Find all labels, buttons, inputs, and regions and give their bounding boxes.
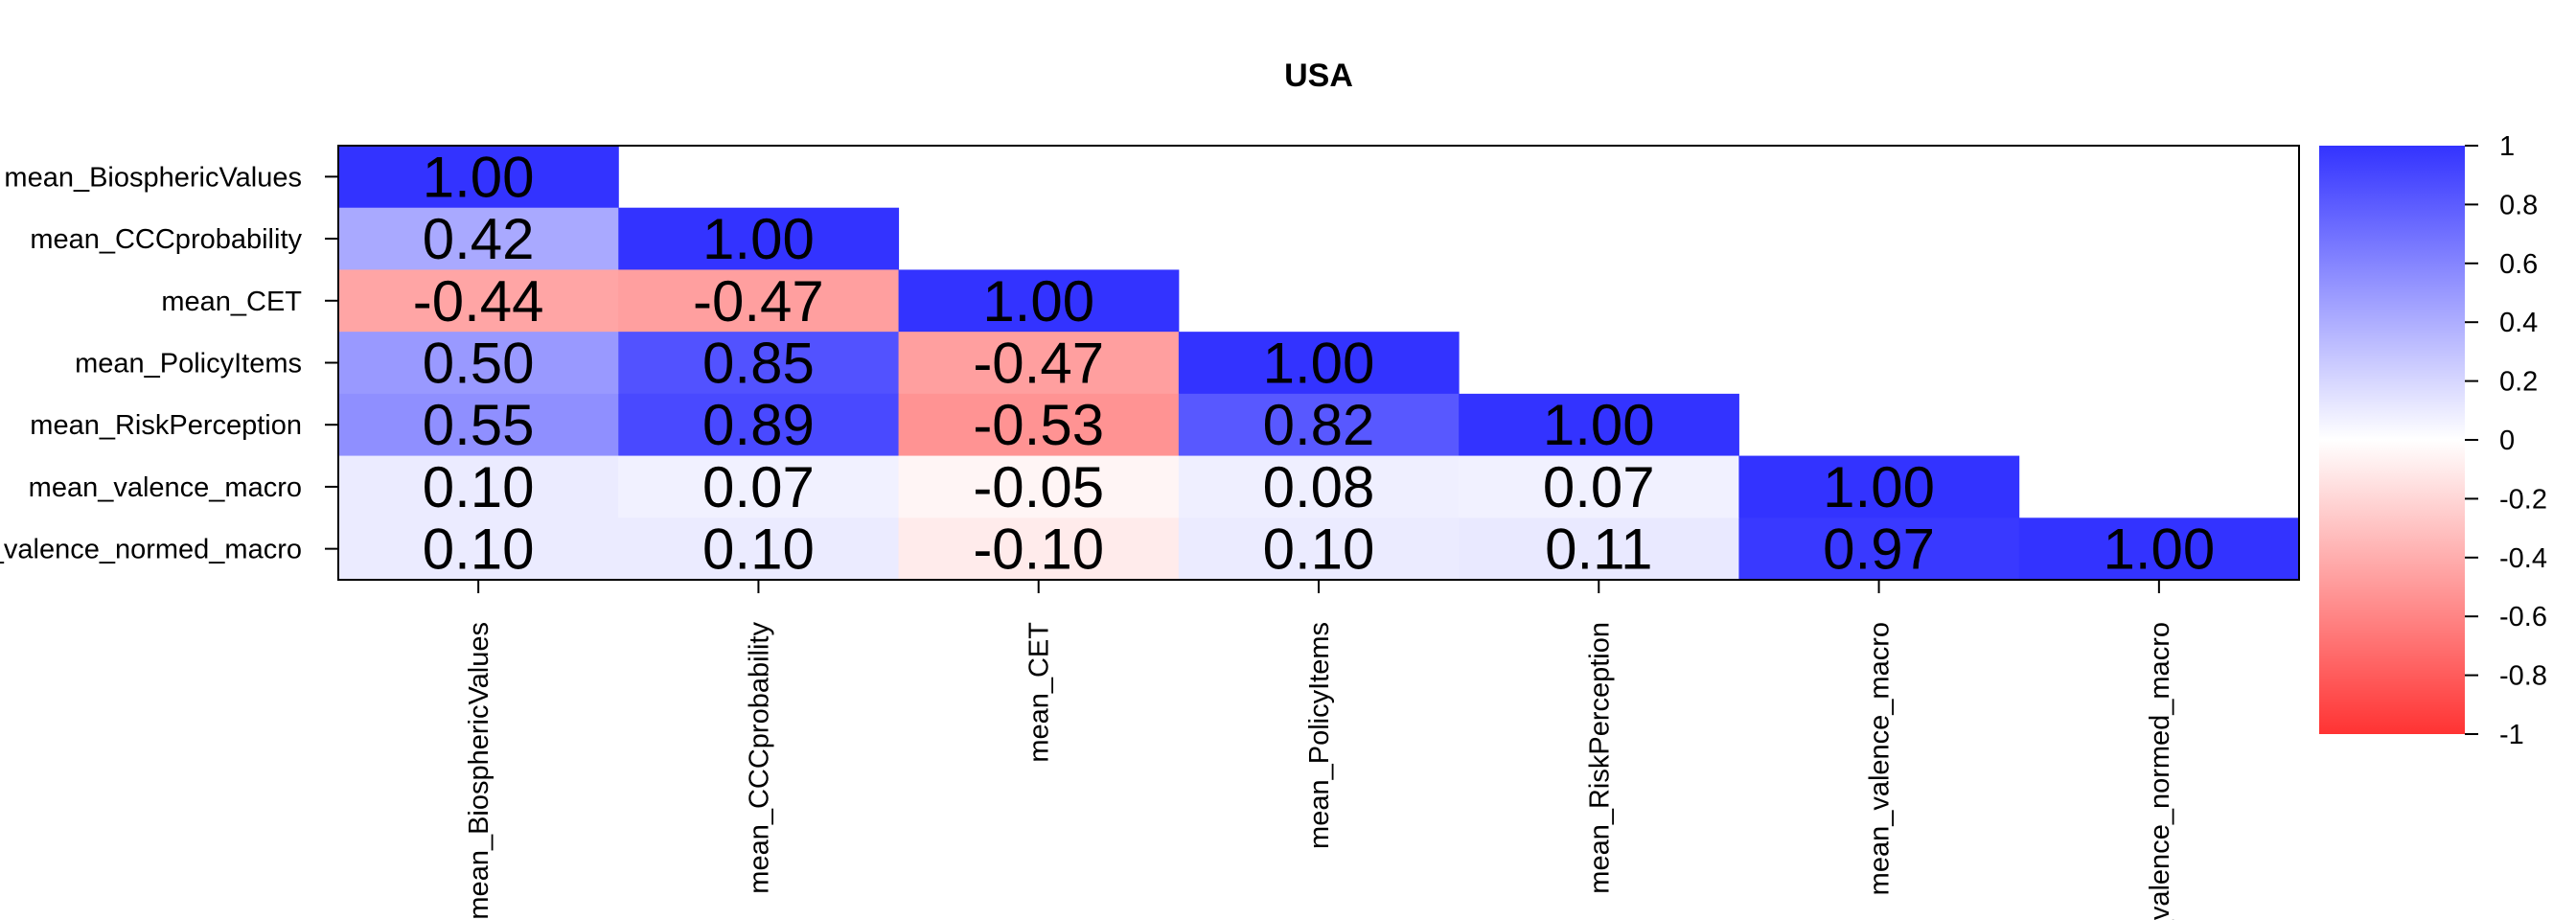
cell-value-label: 1.00 — [1263, 332, 1375, 396]
row-label: mean_PolicyItems — [75, 349, 302, 380]
heatmap-cell — [1738, 518, 2020, 581]
cell-value-label: -0.10 — [973, 518, 1104, 582]
cell-value-label: -0.53 — [973, 393, 1104, 457]
cell-value-label: 1.00 — [702, 207, 815, 271]
cell-value-label: 0.08 — [1263, 455, 1375, 519]
row-label: mean_valence_normed_macro — [0, 535, 302, 565]
heatmap-cell — [1459, 518, 1739, 581]
legend-tick-label: 0.6 — [2499, 249, 2538, 280]
legend-tick-label: -0.4 — [2499, 543, 2547, 574]
heatmap-cell — [1178, 455, 1460, 518]
heatmap-cell — [1738, 455, 2020, 518]
legend-tick-label: -1 — [2499, 720, 2524, 750]
heatmap-cell — [898, 518, 1180, 581]
cell-value-label: 0.10 — [702, 518, 815, 582]
heatmap-cell — [618, 269, 900, 333]
legend-tick-label: 0.4 — [2499, 308, 2538, 338]
heatmap-cell — [1178, 332, 1460, 395]
column-label: mean_PolicyItems — [1304, 622, 1335, 849]
row-label: mean_valence_macro — [29, 472, 302, 503]
cell-value-label: 0.50 — [423, 332, 535, 396]
cell-value-label: 1.00 — [423, 145, 535, 209]
legend-tick-label: -0.6 — [2499, 602, 2547, 632]
heatmap-cell — [618, 332, 900, 395]
column-label: mean_BiosphericValues — [464, 622, 494, 920]
cell-value-label: 0.97 — [1823, 518, 1935, 582]
heatmap-cell — [1459, 455, 1739, 518]
cell-value-label: -0.44 — [413, 269, 544, 334]
cell-value-label: 1.00 — [2103, 518, 2215, 582]
heatmap-cell — [1178, 393, 1460, 457]
legend-tick-label: 0.8 — [2499, 190, 2538, 220]
cell-value-label: -0.47 — [693, 269, 824, 334]
heatmap-cells — [338, 146, 2300, 581]
heatmap-cell — [338, 207, 619, 270]
cell-value-label: 0.55 — [423, 393, 535, 457]
cell-value-label: 0.82 — [1263, 393, 1375, 457]
heatmap-cell — [898, 455, 1180, 518]
column-label: mean_CCCprobability — [744, 622, 774, 894]
cell-value-label: -0.05 — [973, 455, 1104, 519]
cell-value-label: 0.89 — [702, 393, 815, 457]
heatmap-cell — [898, 393, 1180, 457]
legend-tick-label: 0.2 — [2499, 367, 2538, 398]
color-legend-ticks: 1 0.8 0.6 0.4 0.2 0 -0.2 -0.4 -0.6 -0.8 -1 — [2465, 131, 2547, 750]
heatmap-cell — [618, 455, 900, 518]
legend-tick-label: -0.2 — [2499, 484, 2547, 515]
heatmap-cell — [618, 207, 900, 270]
heatmap-cell — [338, 393, 619, 457]
legend-tick-label: 1 — [2499, 131, 2515, 162]
row-label: mean_BiosphericValues — [4, 162, 302, 193]
cell-value-label: 1.00 — [1823, 455, 1935, 519]
cell-value-label: 1.00 — [982, 269, 1094, 334]
cell-value-label: 0.85 — [702, 332, 815, 396]
heatmap-cell — [1178, 518, 1460, 581]
column-labels: mean_BiosphericValues mean_CCCprobability… — [464, 580, 2175, 920]
cell-value-label: 0.10 — [423, 455, 535, 519]
heatmap-cell — [898, 332, 1180, 395]
cell-value-label: 0.07 — [1543, 455, 1655, 519]
cell-value-label: 0.42 — [423, 207, 535, 271]
column-label: mean_RiskPerception — [1584, 622, 1615, 894]
heatmap-cell — [338, 455, 619, 518]
heatmap-cell — [338, 332, 619, 395]
heatmap-cell — [898, 269, 1180, 333]
cell-value-label: 0.07 — [702, 455, 815, 519]
heatmap-cell — [2018, 518, 2300, 581]
row-label: mean_CCCprobability — [30, 224, 302, 255]
column-label: mean_valence_normed_macro — [2145, 622, 2175, 920]
heatmap-cell — [338, 518, 619, 581]
heatmap-cell — [618, 518, 900, 581]
heatmap-cell — [1459, 393, 1739, 457]
cell-value-label: 0.10 — [423, 518, 535, 582]
chart-title: USA — [1284, 58, 1353, 94]
heatmap-cell — [338, 146, 619, 209]
cell-value-label: 0.11 — [1545, 518, 1652, 582]
cell-value-label: 1.00 — [1543, 393, 1655, 457]
row-label: mean_RiskPerception — [30, 410, 302, 441]
column-label: mean_CET — [1024, 622, 1055, 763]
column-label: mean_valence_macro — [1865, 622, 1896, 895]
heatmap-cell — [618, 393, 900, 457]
legend-tick-label: 0 — [2499, 426, 2515, 456]
row-labels: mean_BiosphericValues mean_CCCprobability… — [0, 162, 338, 565]
cell-value-label: 0.10 — [1263, 518, 1375, 582]
heatmap-cell — [338, 269, 619, 333]
row-label: mean_CET — [161, 287, 302, 317]
color-legend-bar — [2319, 146, 2465, 734]
legend-tick-label: -0.8 — [2499, 661, 2547, 692]
cell-value-label: -0.47 — [973, 332, 1104, 396]
heatmap-value-labels: 1.000.42 1.00-0.44 -0.47 1.000.50 0.85 -0.47 1… — [413, 145, 2215, 581]
